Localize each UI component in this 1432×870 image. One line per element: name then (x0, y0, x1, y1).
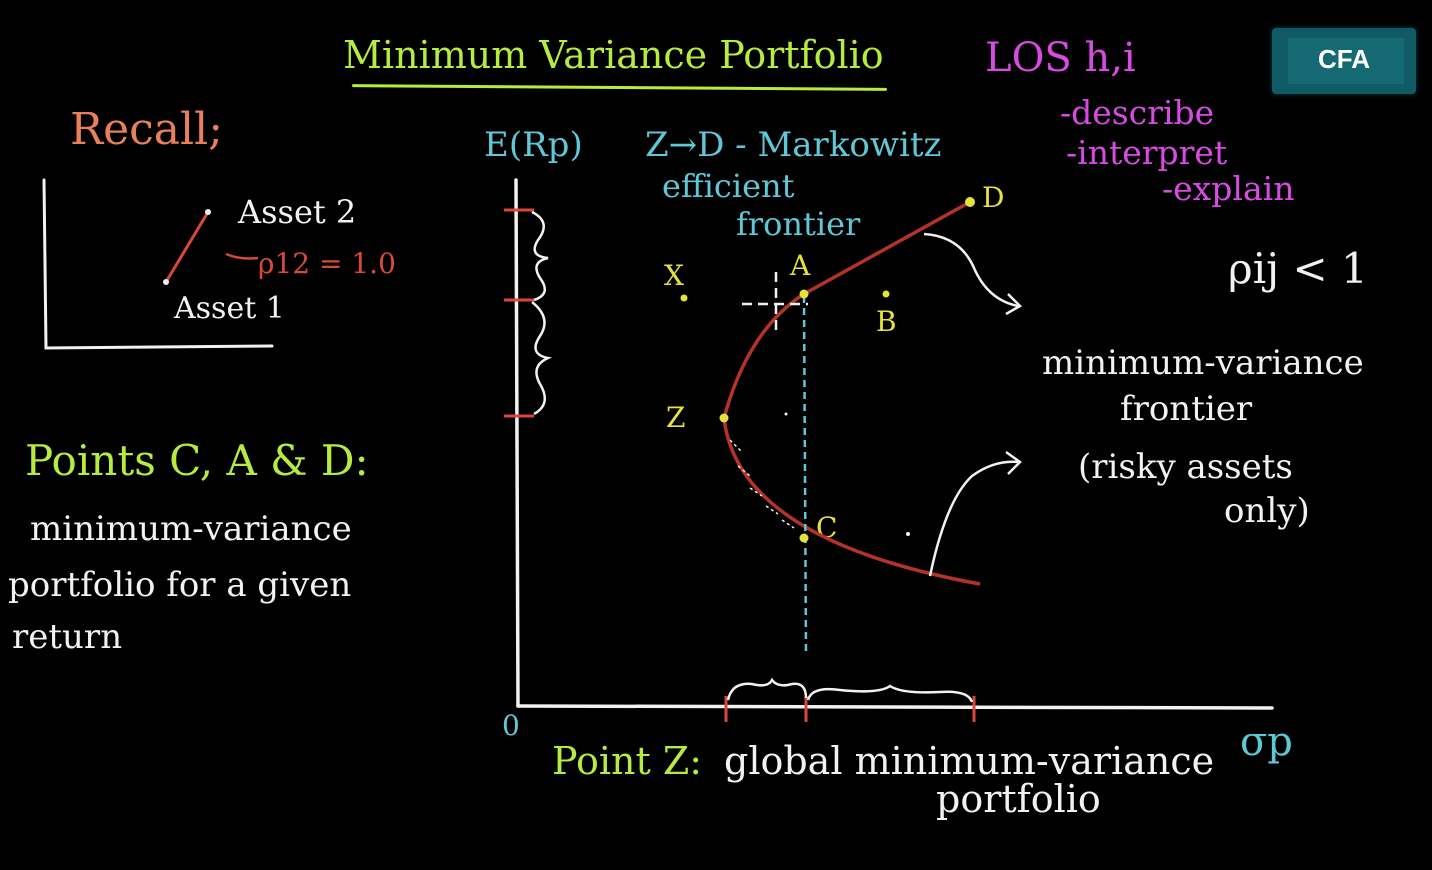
x-brace-left (726, 677, 808, 701)
recall-axes (42, 178, 274, 350)
recall-rho-arrow (225, 252, 259, 260)
recall-asset1-dot (163, 279, 169, 285)
rho-label: ρ12 = 1.0 (258, 247, 396, 280)
y-brace-upper (531, 210, 549, 302)
crosshair-cursor (742, 272, 808, 336)
x-axis-label: σp (1240, 719, 1293, 765)
frontier-curve-lower (722, 417, 981, 586)
point-d-label: D (982, 181, 1005, 214)
origin-label: 0 (502, 709, 520, 742)
cfa-logo: CFA (1272, 28, 1416, 94)
arrow-upper-to-note (923, 232, 1019, 308)
bottom-note-point-z: Point Z: (552, 739, 703, 783)
point-b-dot (882, 290, 890, 298)
y-axis-label: E(Rp) (484, 125, 583, 165)
frontier-label-efficient: efficient (662, 167, 795, 205)
points-note-heading: Points C, A & D: (25, 436, 369, 485)
point-b-label: B (876, 305, 897, 338)
frontier-label-frontier: frontier (736, 205, 861, 243)
inefficient-hatch (729, 439, 795, 529)
point-x-label: X (664, 259, 684, 292)
stray-dot-1 (784, 412, 788, 416)
point-a-label: A (790, 249, 811, 282)
arrow-lower-to-note (928, 460, 1019, 577)
los-heading: LOS h,i (985, 35, 1136, 81)
x-brace-right (806, 684, 974, 703)
mvf-note-line-4: only) (1224, 491, 1310, 531)
mvf-note-line-3: (risky assets (1078, 447, 1293, 487)
mvf-note-line-2: frontier (1120, 389, 1253, 429)
arrow-upper-head (1005, 293, 1023, 316)
efficient-frontier-upper (803, 200, 971, 296)
stray-dot-2 (906, 532, 910, 536)
point-x-dot (680, 294, 688, 302)
bottom-note-portfolio: portfolio (936, 777, 1101, 821)
los-item-interpret: -interpret (1066, 133, 1228, 172)
rho-ij-note: ρij < 1 (1228, 244, 1368, 293)
los-item-explain: -explain (1162, 169, 1295, 208)
point-d-dot (965, 197, 975, 207)
frontier-label: Z→D - Markowitz (645, 125, 942, 165)
points-note-line-1: minimum-variance (30, 509, 352, 549)
recall-heading: Recall; (70, 104, 224, 155)
dashed-guide-c-to-a (802, 295, 808, 655)
point-c-dot (799, 533, 809, 543)
bottom-note-global-mv: global minimum-variance (724, 739, 1215, 783)
y-brace-lower (531, 301, 553, 416)
recall-asset-line (164, 211, 210, 283)
frontier-curve-upper (722, 292, 805, 419)
asset2-label: Asset 2 (238, 193, 357, 231)
point-a-dot (799, 289, 809, 299)
los-item-describe: -describe (1060, 93, 1215, 132)
y-axis (514, 178, 520, 708)
title: Minimum Variance Portfolio (343, 33, 884, 77)
arrow-lower-head (1005, 450, 1022, 475)
cfa-logo-text: CFA (1318, 44, 1370, 74)
mvf-note-line-1: minimum-variance (1042, 343, 1364, 383)
asset1-label: Asset 1 (174, 291, 285, 326)
x-axis (516, 704, 1274, 710)
point-z-dot (719, 413, 729, 423)
recall-asset2-dot (205, 209, 211, 215)
point-z-label: Z (666, 401, 686, 434)
points-note-line-2: portfolio for a given (8, 565, 352, 605)
points-note-line-3: return (12, 617, 123, 657)
